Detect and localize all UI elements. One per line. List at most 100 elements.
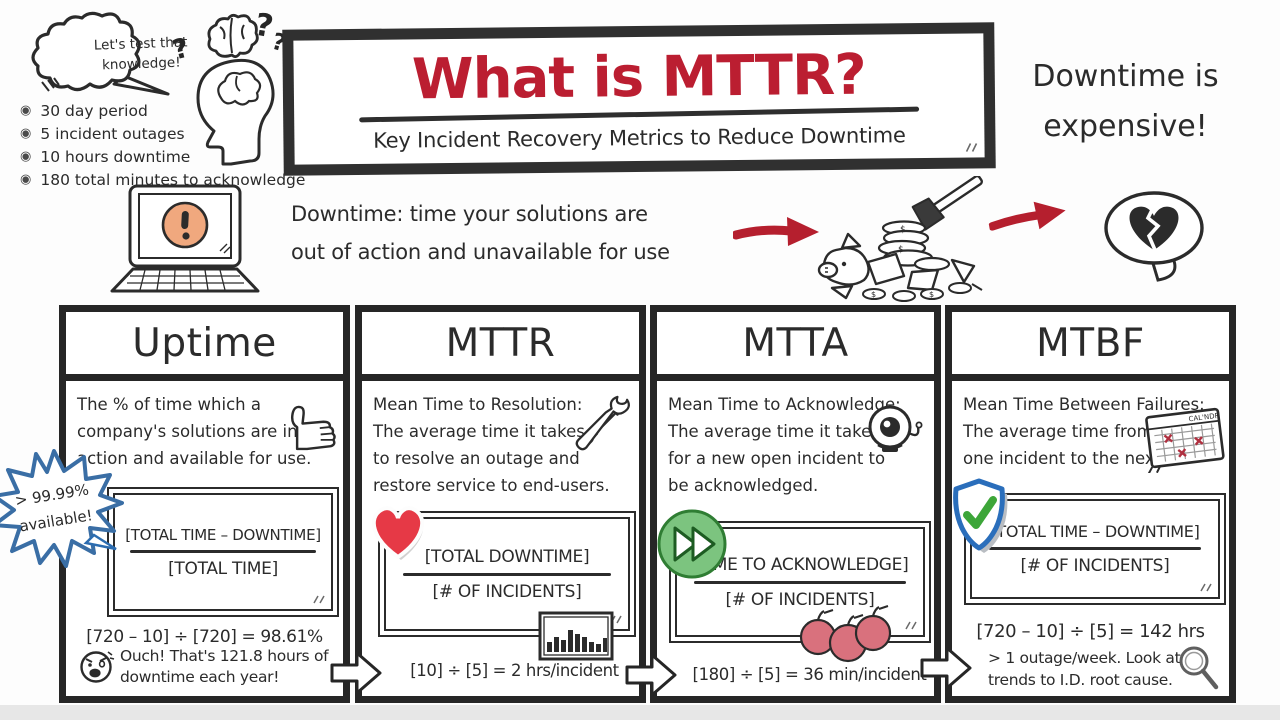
mttr-column-title: MTTR bbox=[362, 312, 639, 381]
uptime-description: The % of time which a company's solution… bbox=[77, 391, 311, 472]
uptime-column-body: The % of time which a company's solution… bbox=[0, 381, 343, 689]
desc-line: company's solutions are in bbox=[77, 422, 298, 442]
downtime-definition: Downtime: time your solutions are out of… bbox=[291, 196, 670, 272]
pen-tick-icon bbox=[313, 595, 325, 604]
desc-line: The average time it takes bbox=[668, 422, 880, 442]
alarm-bell-icon bbox=[864, 401, 926, 459]
ouch-face-icon bbox=[78, 647, 115, 684]
formula-denominator: [# OF INCIDENTS] bbox=[1020, 556, 1170, 576]
fraction-line bbox=[989, 547, 1201, 550]
mttr-formula: [TOTAL DOWNTIME] [# OF INCIDENTS] bbox=[384, 517, 630, 631]
laptop-warning-icon bbox=[100, 183, 268, 297]
pen-tick-icon bbox=[965, 143, 978, 152]
svg-text:$: $ bbox=[898, 245, 904, 255]
bottom-edge-strip bbox=[0, 705, 1280, 720]
title-banner: What is MTTR? Key Incident Recovery Metr… bbox=[282, 22, 996, 176]
desc-line: The average time from bbox=[963, 422, 1153, 442]
fraction-line bbox=[694, 580, 906, 584]
definition-line1: Downtime: time your solutions are bbox=[291, 202, 648, 226]
fraction-line bbox=[402, 572, 612, 576]
formula-denominator: [# OF INCIDENTS] bbox=[432, 581, 582, 602]
calendar-icon: CAL'NDR bbox=[1143, 405, 1227, 473]
knowledge-speech-cloud: Let's test that knowledge! bbox=[28, 4, 188, 104]
bar-chart-icon bbox=[538, 611, 614, 661]
expensive-callout: Downtime is expensive! bbox=[1018, 52, 1233, 151]
thumbs-up-icon bbox=[279, 403, 337, 455]
fact-text: 180 total minutes to acknowledge bbox=[40, 170, 306, 189]
fast-forward-icon bbox=[655, 507, 729, 581]
mtbf-note-line1: > 1 outage/week. Look at bbox=[988, 649, 1181, 667]
uptime-note-line2: downtime each year! bbox=[120, 668, 280, 686]
definition-line2: out of action and unavailable for use bbox=[291, 239, 670, 264]
head-profile-icon bbox=[185, 54, 279, 168]
mtbf-formula: [TOTAL TIME – DOWNTIME] [# OF INCIDENTS] bbox=[970, 499, 1220, 599]
fact-text: 10 hours downtime bbox=[40, 147, 191, 166]
uptime-calculation: [720 – 10] ÷ [720] = 98.61% bbox=[86, 627, 323, 647]
page-subtitle: Key Incident Recovery Metrics to Reduce … bbox=[373, 123, 906, 153]
svg-text:$: $ bbox=[871, 290, 876, 299]
mtbf-note-line2: trends to I.D. root cause. bbox=[988, 671, 1173, 689]
mttr-calculation: [10] ÷ [5] = 2 hrs/incident bbox=[410, 661, 619, 680]
uptime-column: Uptime The % of time which a company's s… bbox=[0, 305, 350, 703]
formula-denominator: [# OF INCIDENTS] bbox=[725, 589, 875, 610]
desc-line: Mean Time to Acknowledge: bbox=[668, 395, 901, 414]
desc-line: restore service to end-users. bbox=[373, 476, 610, 496]
svg-text:CAL'NDR: CAL'NDR bbox=[1188, 412, 1220, 424]
list-item: ◉ 30 day period bbox=[20, 99, 305, 122]
mtbf-column-body: Mean Time Between Failures: The average … bbox=[952, 381, 1229, 691]
bullet-icon: ◉ bbox=[20, 103, 32, 118]
next-step-arrow-icon bbox=[920, 645, 972, 691]
bullet-icon: ◉ bbox=[20, 149, 32, 164]
mtta-description: Mean Time to Acknowledge: The average ti… bbox=[668, 391, 901, 499]
formula-numerator: [TOTAL DOWNTIME] bbox=[424, 546, 590, 567]
uptime-formula: [TOTAL TIME – DOWNTIME] [TOTAL TIME] bbox=[113, 493, 333, 611]
shield-check-icon bbox=[948, 477, 1010, 557]
uptime-formula-box: [TOTAL TIME – DOWNTIME] [TOTAL TIME] bbox=[107, 487, 339, 617]
wrench-screwdriver-icon bbox=[569, 393, 631, 457]
speech-cloud-icon bbox=[31, 11, 170, 96]
next-step-arrow-icon bbox=[330, 650, 382, 696]
brain-icon bbox=[204, 13, 260, 61]
scenario-facts-list: ◉ 30 day period ◉ 5 incident outages ◉ 1… bbox=[20, 99, 305, 191]
mtbf-calculation: [720 – 10] ÷ [5] = 142 hrs bbox=[976, 621, 1205, 642]
mttr-column: MTTR Mean Time to Resolution: The averag… bbox=[355, 305, 646, 703]
formula-numerator: [TOTAL TIME – DOWNTIME] bbox=[990, 522, 1200, 541]
next-step-arrow-icon bbox=[625, 652, 677, 698]
pen-tick-icon bbox=[905, 621, 917, 630]
uptime-column-title: Uptime bbox=[66, 312, 343, 381]
formula-numerator: [TOTAL TIME – DOWNTIME] bbox=[125, 525, 321, 544]
svg-text:$: $ bbox=[929, 290, 934, 299]
uptime-note-line1: Ouch! That's 121.8 hours of bbox=[120, 647, 329, 665]
bullet-icon: ◉ bbox=[20, 172, 32, 187]
mtbf-column: MTBF Mean Time Between Failures: The ave… bbox=[945, 305, 1236, 703]
red-arrow-icon bbox=[985, 191, 1070, 240]
fraction-line bbox=[130, 549, 316, 553]
desc-line: for a new open incident to bbox=[668, 449, 886, 469]
mtbf-formula-box: [TOTAL TIME – DOWNTIME] [# OF INCIDENTS] bbox=[964, 493, 1226, 605]
page-title: What is MTTR? bbox=[411, 42, 866, 113]
heart-icon bbox=[360, 497, 436, 567]
desc-line: one incident to the next. bbox=[963, 449, 1167, 469]
mtta-column-body: Mean Time to Acknowledge: The average ti… bbox=[657, 381, 934, 689]
list-item: ◉ 5 incident outages bbox=[20, 122, 305, 145]
mtta-column: MTTA Mean Time to Acknowledge: The avera… bbox=[650, 305, 941, 703]
list-item: ◉ 180 total minutes to acknowledge bbox=[20, 168, 305, 191]
mtbf-description: Mean Time Between Failures: The average … bbox=[963, 391, 1205, 472]
desc-line: Mean Time Between Failures: bbox=[963, 395, 1205, 414]
title-banner-inner: What is MTTR? Key Incident Recovery Metr… bbox=[293, 33, 985, 165]
broken-heart-bubble-icon bbox=[1100, 190, 1212, 288]
mtta-calculation: [180] ÷ [5] = 36 min/incident bbox=[692, 665, 927, 684]
mtbf-column-title: MTBF bbox=[952, 312, 1229, 381]
formula-numerator: [TIME TO ACKNOWLEDGE] bbox=[691, 554, 909, 575]
desc-line: action and available for use. bbox=[77, 449, 312, 469]
mtta-column-title: MTTA bbox=[657, 312, 934, 381]
coin-dollar-glyph: $ bbox=[900, 225, 906, 235]
magnifying-glass-icon bbox=[1175, 643, 1221, 691]
pen-tick-icon bbox=[1200, 583, 1212, 592]
desc-line: be acknowledged. bbox=[668, 476, 819, 496]
apples-icon bbox=[795, 603, 893, 665]
desc-line: The % of time which a bbox=[77, 395, 261, 414]
list-item: ◉ 10 hours downtime bbox=[20, 145, 305, 168]
expensive-line2: expensive! bbox=[1043, 108, 1208, 144]
